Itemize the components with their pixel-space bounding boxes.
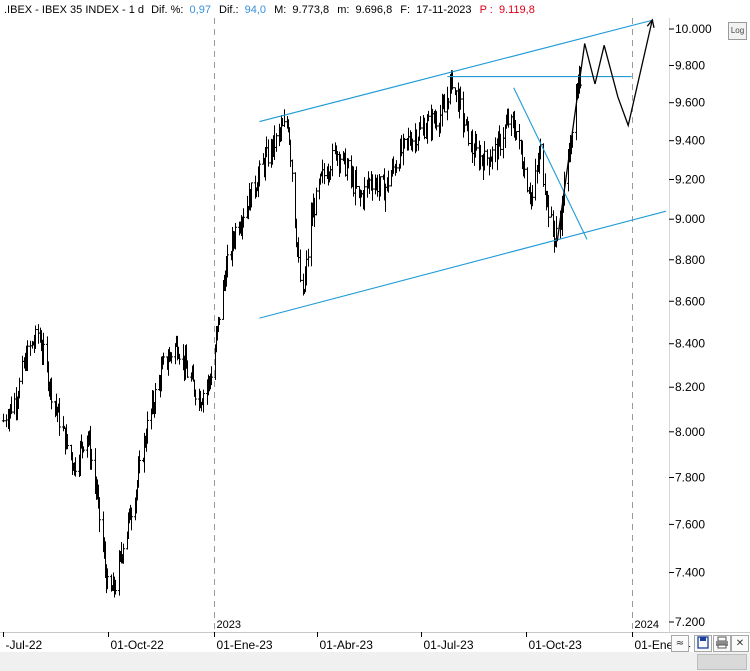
y-tick-label-10: 9.200	[675, 173, 705, 187]
header-dif-pct-label: Dif. %:	[151, 4, 183, 16]
y-tick-label-11: 9.400	[675, 134, 705, 148]
y-axis: 7.200 7.400 7.600 7.800 8.000 8.200 8.400 8.600…	[669, 22, 712, 629]
x-axis: -Jul-22 01-Oct-22 01-Ene-23 01-Abr-23 01-Jul…	[3, 632, 691, 652]
year-marker-label-2023: 2023	[217, 619, 241, 631]
bottom-bar	[0, 652, 750, 671]
year-marker-label-2024: 2024	[635, 619, 659, 631]
header-max-value: 9.773,8	[292, 4, 329, 16]
header-date-label: F:	[400, 4, 410, 16]
header-dif-label: Dif.:	[219, 4, 239, 16]
channel-lower-line	[259, 210, 667, 319]
print-icon-glyph	[716, 636, 728, 649]
y-tick-label-13: 9.800	[675, 58, 705, 72]
header-min-label: m:	[337, 4, 349, 16]
close-icon[interactable]: ✕	[731, 635, 749, 652]
y-tick-label-9: 9.000	[675, 212, 705, 226]
header-dif-pct-value: 0,97	[190, 4, 211, 16]
header-price-label: P :	[480, 4, 493, 16]
y-tick-label-8: 8.800	[675, 253, 705, 267]
wave-icon[interactable]: ≈	[671, 635, 689, 652]
header-symbol: .IBEX - IBEX 35 INDEX - 1 d	[4, 4, 144, 16]
channel-upper-line	[259, 19, 654, 123]
header-dif-value: 94,0	[245, 4, 266, 16]
save-icon[interactable]	[694, 635, 712, 652]
save-icon-glyph	[697, 636, 709, 649]
header-price-value: 9.119,8	[499, 4, 535, 16]
projection-path	[556, 19, 653, 242]
svg-text:.IBEX - IBEX 35 INDEX - 1 d: .IBEX - IBEX 35 INDEX - 1 d Dif. %: 0,97…	[4, 4, 535, 16]
horizontal-scrollbar[interactable]	[697, 654, 747, 670]
year-markers: 2023 2024	[214, 18, 659, 632]
y-tick-label-14: 10.000	[675, 22, 712, 36]
header-date-value: 17-11-2023	[416, 4, 471, 16]
y-tick-label-0: 7.200	[675, 615, 705, 629]
x-tick-label-5: 01-Oct-23	[529, 638, 583, 652]
x-tick-label-2: 01-Ene-23	[217, 638, 273, 652]
y-tick-label-1: 7.400	[675, 566, 705, 580]
y-tick-label-6: 8.400	[675, 337, 705, 351]
chart-header: .IBEX - IBEX 35 INDEX - 1 d Dif. %: 0,97…	[4, 4, 535, 16]
y-tick-label-5: 8.200	[675, 380, 705, 394]
y-tick-label-2: 7.600	[675, 517, 705, 531]
x-tick-label-4: 01-Jul-23	[424, 638, 474, 652]
downtrend-line	[513, 87, 588, 240]
x-tick-label-3: 01-Abr-23	[320, 638, 374, 652]
y-tick-label-7: 8.600	[675, 294, 705, 308]
y-tick-label-12: 9.600	[675, 96, 705, 110]
header-min-value: 9.696,8	[355, 4, 392, 16]
trendlines	[259, 18, 667, 319]
print-icon[interactable]	[713, 635, 731, 652]
y-tick-label-3: 7.800	[675, 471, 705, 485]
header-max-label: M:	[274, 4, 286, 16]
log-scale-button[interactable]: Log	[728, 22, 747, 40]
y-tick-label-4: 8.000	[675, 425, 705, 439]
projection-arrowhead	[646, 18, 655, 28]
x-tick-label-0: -Jul-22	[6, 638, 43, 652]
x-tick-label-1: 01-Oct-22	[111, 638, 165, 652]
